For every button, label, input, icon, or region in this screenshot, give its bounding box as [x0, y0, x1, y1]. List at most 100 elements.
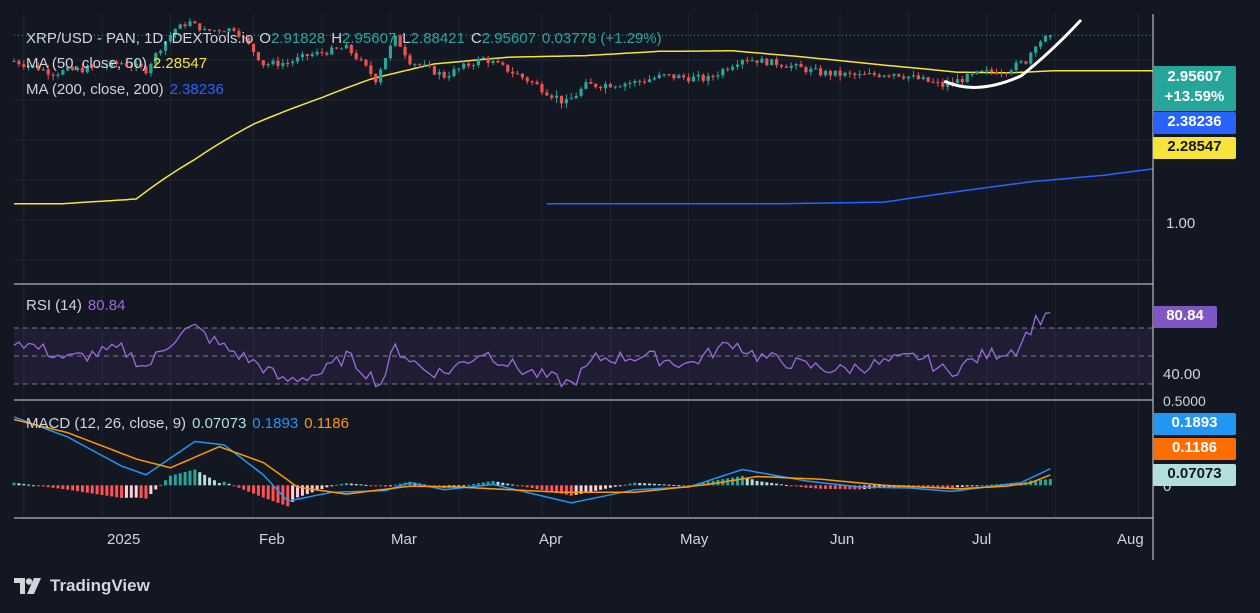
- macd-histogram-bar: [936, 485, 940, 488]
- candle-body: [134, 63, 138, 68]
- macd-histogram-bar: [985, 484, 989, 486]
- macd-histogram-bar: [560, 485, 564, 494]
- candle-body: [41, 69, 45, 71]
- candle-body: [344, 44, 349, 49]
- macd-pane: [12, 416, 1052, 507]
- candle-body: [603, 84, 608, 89]
- tradingview-logo[interactable]: TradingView: [14, 576, 150, 596]
- rsi-badge: 80.84: [1153, 306, 1217, 328]
- x-axis-label-apr: Apr: [539, 531, 563, 548]
- macd-histogram-bar: [41, 485, 45, 487]
- macd-histogram-bar: [120, 485, 124, 498]
- candle-body: [721, 69, 725, 76]
- macd-histogram-bar: [775, 483, 779, 486]
- candle-body: [716, 75, 720, 77]
- macd-histogram-bar: [647, 483, 651, 486]
- candle-body: [814, 68, 818, 70]
- macd-histogram-bar: [124, 485, 128, 498]
- macd-histogram-bar: [349, 483, 353, 486]
- macd-histogram-bar: [22, 483, 26, 486]
- candle-body: [467, 63, 471, 66]
- candle-body: [677, 75, 681, 79]
- candle-body: [530, 81, 534, 83]
- macd-histogram-bar: [755, 480, 759, 486]
- macd-histogram-bar: [168, 475, 172, 486]
- candle-body: [779, 65, 784, 67]
- high-label: H: [331, 30, 343, 47]
- macd-histogram-bar: [980, 485, 984, 487]
- candle-body: [706, 76, 710, 81]
- macd-histogram-bar: [848, 485, 852, 490]
- candle-body: [349, 44, 353, 54]
- candle-body: [476, 58, 480, 66]
- macd-histogram-bar: [789, 485, 793, 487]
- candle-body: [281, 63, 285, 66]
- candle-body: [496, 61, 500, 63]
- macd-histogram-bar: [990, 484, 994, 486]
- candle-body: [452, 69, 456, 77]
- rsi-legend: RSI (14) 80.84: [26, 297, 131, 314]
- candle-body: [784, 66, 788, 68]
- macd-histogram-bar: [320, 485, 324, 490]
- macd-histogram-bar: [291, 485, 295, 502]
- candle-body: [168, 34, 173, 42]
- macd-histogram-bar: [227, 483, 231, 486]
- candle-body: [154, 53, 158, 64]
- candle-body: [892, 74, 896, 76]
- ma200-badge: 2.38236: [1153, 112, 1236, 134]
- candle-body: [946, 81, 950, 87]
- candle-body: [520, 73, 524, 78]
- macd-histogram-bar: [931, 485, 935, 488]
- macd-histogram-bar: [398, 483, 402, 486]
- candle-body: [266, 64, 270, 66]
- macd-histogram-bar: [1034, 480, 1038, 486]
- candle-body: [877, 74, 881, 77]
- macd-histogram-bar: [643, 483, 647, 486]
- candle-body: [212, 30, 217, 32]
- candle-body: [628, 82, 632, 84]
- candle-body: [232, 28, 236, 31]
- price-badge: 2.95607 +13.59%: [1153, 66, 1236, 111]
- candle-body: [471, 65, 476, 67]
- macd-histogram-bar: [232, 485, 236, 487]
- brand-label: TradingView: [50, 576, 150, 595]
- candle-body: [110, 61, 114, 67]
- candle-body: [247, 38, 251, 44]
- macd-axis-label-top: 0.5000: [1163, 393, 1206, 409]
- candle-body: [383, 58, 388, 70]
- candle-body: [163, 41, 168, 51]
- candle-body: [491, 61, 495, 63]
- candle-body: [809, 68, 813, 73]
- candle-body: [599, 87, 603, 89]
- macd-histogram-bar: [794, 485, 798, 487]
- candle-body: [667, 74, 671, 76]
- hist-badge: 0.07073: [1153, 464, 1236, 486]
- candle-body: [354, 53, 358, 60]
- candle-body: [447, 76, 451, 78]
- candle-body: [374, 73, 378, 83]
- macd-histogram-bar: [457, 485, 461, 487]
- macd-histogram-bar: [256, 485, 260, 496]
- candle-body: [222, 31, 226, 33]
- candle-body: [931, 81, 935, 83]
- macd-histogram-bar: [432, 485, 436, 487]
- macd-histogram-bar: [134, 485, 138, 498]
- candle-body: [286, 63, 290, 65]
- macd-histogram-bar: [618, 485, 622, 487]
- candle-body: [427, 64, 432, 67]
- candle-body: [90, 65, 94, 68]
- candle-body: [999, 73, 1004, 75]
- candle-body: [755, 60, 759, 63]
- candle-body: [17, 61, 21, 65]
- candle-body: [589, 82, 593, 84]
- macd-histogram-bar: [379, 485, 383, 487]
- candle-body: [364, 59, 368, 66]
- candle-body: [432, 66, 437, 75]
- candle-body: [926, 77, 930, 82]
- macd-histogram-bar: [305, 485, 309, 495]
- macd-histogram-bar: [555, 485, 559, 493]
- macd-histogram-bar: [80, 485, 84, 492]
- candle-body: [198, 23, 202, 31]
- price-badge-change: +13.59%: [1164, 88, 1225, 105]
